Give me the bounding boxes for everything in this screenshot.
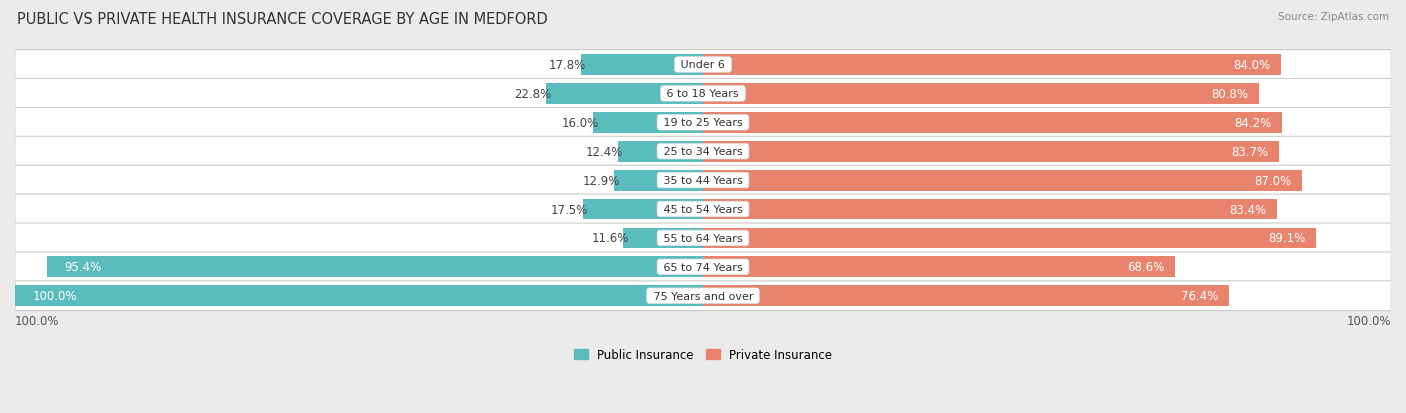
- FancyBboxPatch shape: [15, 223, 1391, 253]
- Text: 100.0%: 100.0%: [32, 290, 77, 302]
- Text: 83.7%: 83.7%: [1232, 145, 1268, 158]
- Text: 87.0%: 87.0%: [1254, 174, 1291, 187]
- Text: 16.0%: 16.0%: [561, 116, 599, 129]
- Text: 35 to 44 Years: 35 to 44 Years: [659, 176, 747, 186]
- FancyBboxPatch shape: [15, 281, 1391, 311]
- FancyBboxPatch shape: [15, 50, 1391, 80]
- Text: 19 to 25 Years: 19 to 25 Years: [659, 118, 747, 128]
- FancyBboxPatch shape: [15, 195, 1391, 224]
- Text: 84.0%: 84.0%: [1233, 59, 1271, 72]
- Bar: [614, 170, 703, 191]
- Bar: [581, 55, 703, 76]
- FancyBboxPatch shape: [15, 108, 1391, 138]
- FancyBboxPatch shape: [15, 252, 1391, 282]
- Text: Under 6: Under 6: [678, 60, 728, 70]
- Bar: [703, 141, 1279, 162]
- Bar: [617, 141, 703, 162]
- Text: 55 to 64 Years: 55 to 64 Years: [659, 233, 747, 243]
- FancyBboxPatch shape: [15, 137, 1391, 167]
- Text: 89.1%: 89.1%: [1268, 232, 1306, 245]
- Bar: [703, 113, 1282, 133]
- Bar: [703, 199, 1277, 220]
- Bar: [582, 199, 703, 220]
- Legend: Public Insurance, Private Insurance: Public Insurance, Private Insurance: [569, 343, 837, 366]
- Text: 80.8%: 80.8%: [1212, 88, 1249, 101]
- Text: 11.6%: 11.6%: [592, 232, 628, 245]
- FancyBboxPatch shape: [15, 79, 1391, 109]
- Text: 6 to 18 Years: 6 to 18 Years: [664, 89, 742, 99]
- Text: 75 Years and over: 75 Years and over: [650, 291, 756, 301]
- FancyBboxPatch shape: [15, 166, 1391, 195]
- Bar: [703, 55, 1281, 76]
- Bar: [46, 257, 703, 278]
- Text: 95.4%: 95.4%: [63, 261, 101, 274]
- Text: PUBLIC VS PRIVATE HEALTH INSURANCE COVERAGE BY AGE IN MEDFORD: PUBLIC VS PRIVATE HEALTH INSURANCE COVER…: [17, 12, 547, 27]
- Bar: [703, 228, 1316, 249]
- Bar: [703, 170, 1302, 191]
- Text: 12.9%: 12.9%: [582, 174, 620, 187]
- Text: 12.4%: 12.4%: [586, 145, 623, 158]
- Text: 68.6%: 68.6%: [1128, 261, 1164, 274]
- Bar: [703, 257, 1175, 278]
- Text: 25 to 34 Years: 25 to 34 Years: [659, 147, 747, 157]
- Text: 100.0%: 100.0%: [1347, 314, 1391, 327]
- Text: 45 to 54 Years: 45 to 54 Years: [659, 204, 747, 214]
- Text: Source: ZipAtlas.com: Source: ZipAtlas.com: [1278, 12, 1389, 22]
- Text: 84.2%: 84.2%: [1234, 116, 1272, 129]
- Bar: [623, 228, 703, 249]
- Bar: [593, 113, 703, 133]
- Text: 65 to 74 Years: 65 to 74 Years: [659, 262, 747, 272]
- Text: 22.8%: 22.8%: [515, 88, 551, 101]
- Bar: [546, 84, 703, 104]
- Bar: [703, 286, 1229, 306]
- Text: 100.0%: 100.0%: [15, 314, 59, 327]
- Text: 83.4%: 83.4%: [1229, 203, 1267, 216]
- Text: 76.4%: 76.4%: [1181, 290, 1219, 302]
- Text: 17.5%: 17.5%: [551, 203, 588, 216]
- Bar: [15, 286, 703, 306]
- Text: 17.8%: 17.8%: [548, 59, 586, 72]
- Bar: [703, 84, 1258, 104]
